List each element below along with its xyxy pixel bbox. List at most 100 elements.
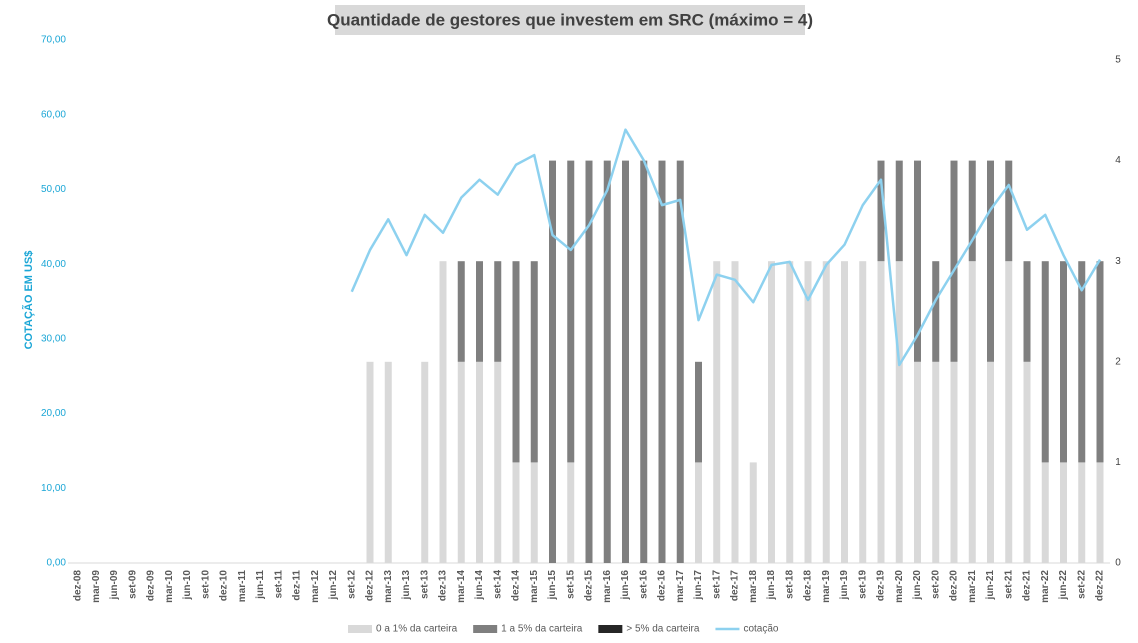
bar (786, 261, 794, 563)
bar (476, 361, 483, 563)
title-box (335, 5, 805, 35)
y-tick-label: 50,00 (41, 184, 66, 195)
x-tick-label: jun-22 (1058, 570, 1069, 601)
x-tick-label: jun-18 (766, 570, 777, 601)
legend-label: 1 a 5% da carteira (501, 624, 583, 635)
bar (512, 261, 520, 463)
x-tick-label: mar-12 (310, 570, 321, 603)
bar (1005, 261, 1013, 563)
x-tick-label: mar-14 (456, 570, 467, 603)
x-tick-label: mar-09 (91, 570, 102, 603)
bar (859, 261, 867, 563)
bar (968, 261, 976, 563)
bar (731, 261, 739, 563)
bar (1041, 462, 1049, 563)
x-tick-label: dez-08 (73, 570, 84, 602)
bar (658, 160, 666, 563)
bar (987, 361, 994, 563)
x-tick-label: set-19 (857, 570, 868, 599)
bar (512, 462, 520, 563)
x-tick-label: jun-15 (547, 570, 558, 601)
x-tick-label: mar-22 (1040, 570, 1051, 603)
x-tick-label: dez-18 (803, 570, 814, 602)
bar (841, 261, 848, 563)
bar (877, 261, 885, 563)
x-tick-label: jun-13 (401, 570, 412, 601)
bar (914, 361, 921, 563)
x-tick-label: mar-19 (821, 570, 832, 603)
x-tick-label: set-20 (930, 570, 941, 599)
bar (1060, 261, 1067, 463)
x-tick-label: set-10 (200, 570, 211, 599)
bar (622, 160, 629, 563)
x-tick-label: jun-21 (985, 570, 996, 601)
x-tick-label: dez-14 (511, 570, 522, 602)
bar (567, 462, 575, 563)
x-tick-label: mar-20 (894, 570, 905, 603)
x-tick-label: mar-10 (164, 570, 175, 603)
bar (567, 160, 575, 463)
x-tick-label: jun-14 (474, 570, 485, 601)
bar (822, 261, 830, 563)
legend-swatch (473, 625, 498, 633)
y2-tick-label: 2 (1115, 356, 1121, 367)
x-tick-label: dez-16 (657, 570, 668, 602)
legend-label: > 5% da carteira (626, 624, 700, 635)
x-tick-label: jun-20 (912, 570, 923, 601)
bar (950, 361, 958, 563)
x-tick-label: jun-17 (693, 570, 704, 601)
x-tick-label: set-11 (273, 570, 284, 599)
bar (914, 160, 921, 362)
x-tick-label: jun-10 (182, 570, 193, 601)
y-axis-title: COTAÇÃO EM US$ (22, 251, 35, 350)
bar (695, 361, 702, 463)
bar (457, 261, 465, 362)
x-tick-label: mar-18 (748, 570, 759, 603)
bar (1096, 261, 1104, 463)
x-tick-label: dez-12 (365, 570, 376, 602)
x-tick-label: set-21 (1003, 570, 1014, 599)
x-tick-label: mar-17 (675, 570, 686, 603)
x-tick-label: dez-10 (219, 570, 230, 602)
bar (366, 361, 374, 563)
bar (530, 261, 538, 463)
bar (768, 261, 775, 563)
x-tick-label: dez-22 (1095, 570, 1106, 602)
bar (585, 160, 593, 563)
x-tick-label: set-22 (1076, 570, 1087, 599)
x-tick-label: mar-13 (383, 570, 394, 603)
y2-tick-label: 5 (1115, 55, 1121, 66)
y-tick-label: 60,00 (41, 109, 66, 120)
legend-label: 0 a 1% da carteira (376, 624, 458, 635)
y-tick-label: 40,00 (41, 259, 66, 270)
x-tick-label: jun-11 (255, 570, 266, 600)
bar (1078, 261, 1086, 463)
legend-swatch (598, 625, 623, 633)
bar (476, 261, 483, 362)
bar (1023, 361, 1031, 563)
bar (530, 462, 538, 563)
x-tick-label: mar-11 (237, 570, 248, 603)
y2-tick-label: 1 (1115, 457, 1121, 468)
x-tick-label: jun-16 (620, 570, 631, 601)
y-tick-label: 30,00 (41, 333, 66, 344)
bar (968, 160, 976, 262)
y2-tick-label: 0 (1115, 558, 1121, 569)
x-tick-label: mar-21 (967, 570, 978, 603)
bar (1078, 462, 1086, 563)
x-tick-label: dez-09 (146, 570, 157, 602)
x-tick-label: set-14 (492, 570, 503, 599)
bar (713, 261, 721, 563)
bar (494, 261, 502, 362)
x-tick-label: set-16 (638, 570, 649, 599)
x-tick-label: jun-19 (839, 570, 850, 601)
bar (603, 160, 611, 563)
bar (640, 160, 648, 563)
bar (1023, 261, 1031, 362)
legend-swatch (348, 625, 372, 633)
x-tick-label: dez-19 (876, 570, 887, 602)
bar (749, 462, 757, 563)
bar (549, 160, 556, 563)
bar (695, 462, 702, 563)
